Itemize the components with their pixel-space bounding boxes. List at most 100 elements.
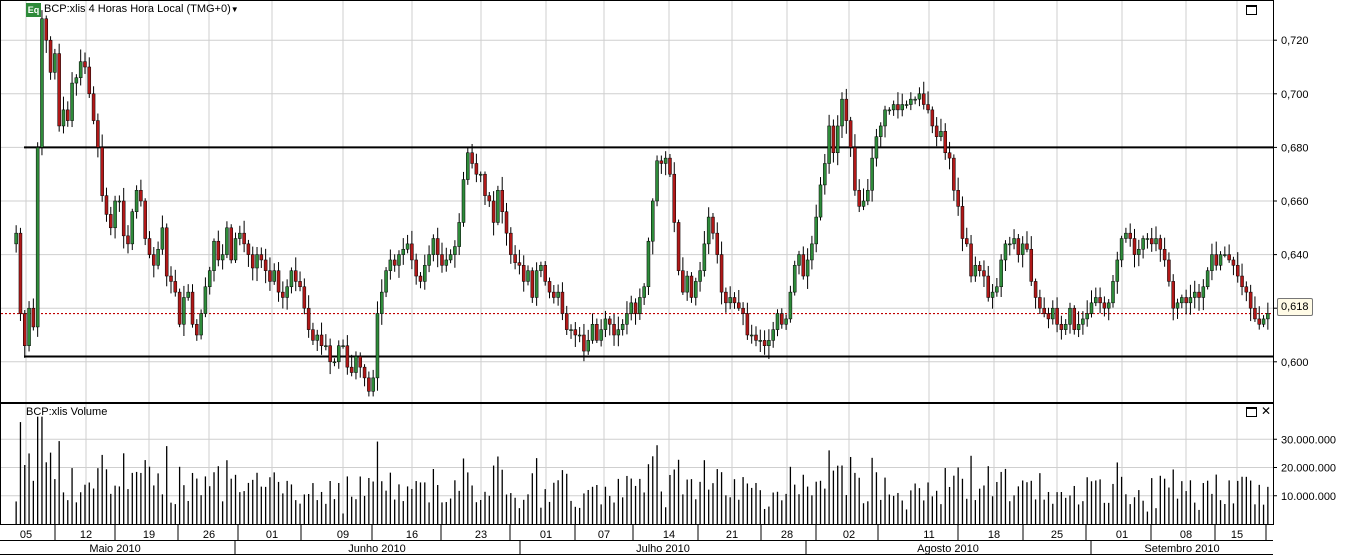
candle-body — [560, 291, 565, 314]
candle-body — [302, 286, 307, 309]
candle-body — [866, 190, 870, 202]
candle-body — [1171, 281, 1175, 309]
candle-body — [367, 377, 371, 392]
candle-body — [651, 200, 655, 242]
candle-body — [737, 302, 741, 309]
candle-body — [216, 240, 221, 261]
candle-body — [1210, 254, 1214, 271]
candle-body — [461, 179, 466, 223]
candle-body — [293, 270, 298, 282]
volume-panel-border — [0, 403, 1274, 525]
candle-body — [620, 324, 625, 330]
candle-body — [362, 366, 367, 379]
candle-body — [1266, 313, 1270, 320]
candle-body — [104, 195, 109, 215]
candle-body — [44, 18, 49, 41]
candle-body — [444, 259, 449, 266]
candle-body — [1098, 297, 1102, 304]
maximize-icon[interactable] — [1246, 5, 1257, 15]
candle-body — [823, 163, 827, 186]
candle-body — [590, 324, 595, 341]
candle-body — [612, 324, 616, 336]
candle-body — [1076, 324, 1081, 330]
candle-body — [423, 265, 427, 282]
candle-body — [268, 270, 272, 282]
candle-body — [1081, 318, 1085, 325]
candle-body — [539, 265, 543, 271]
candle-body — [14, 232, 18, 245]
candle-body — [848, 120, 853, 148]
candle-body — [96, 120, 100, 148]
price-ytick-label: 0,700 — [1281, 89, 1309, 101]
candle-body — [982, 270, 986, 277]
candle-body — [500, 190, 504, 212]
candle-body — [771, 329, 775, 341]
candle-body — [83, 61, 87, 68]
volume-title: BCP:xlis Volume — [26, 406, 108, 418]
equity-badge: Eq — [26, 3, 41, 17]
candle-body — [745, 313, 750, 336]
candle-body — [1124, 232, 1128, 239]
candle-body — [281, 291, 285, 298]
candle-body — [410, 243, 414, 261]
candle-body — [1180, 297, 1184, 304]
candle-body — [354, 356, 358, 373]
candle-body — [169, 275, 173, 282]
candle-body — [1214, 254, 1218, 266]
chart-title[interactable]: BCP:xlis 4 Horas Hora Local (TMG+0)▼ — [44, 3, 239, 15]
candle-body — [724, 291, 728, 304]
candle-body — [874, 136, 879, 159]
candle-body — [517, 262, 522, 266]
price-ytick-label: 0,600 — [1281, 357, 1309, 369]
candle-body — [1205, 270, 1210, 288]
candle-body — [917, 93, 922, 100]
candle-body — [1128, 232, 1132, 239]
candle-body — [1115, 259, 1120, 282]
candle-body — [1231, 259, 1236, 266]
volume-maximize-icon[interactable] — [1246, 407, 1257, 417]
candle-body — [57, 53, 61, 127]
candle-body — [1197, 291, 1201, 298]
candle-body — [388, 259, 393, 271]
candle-body — [289, 270, 294, 288]
candle-body — [921, 93, 926, 105]
candle-body — [1154, 238, 1158, 245]
candle-body — [552, 291, 556, 298]
close-icon[interactable]: ✕ — [1261, 404, 1272, 418]
candle-body — [1145, 238, 1150, 240]
candle-body — [1020, 243, 1025, 255]
candle-body — [668, 157, 672, 175]
candle-body — [337, 345, 341, 363]
candle-body — [1149, 238, 1154, 245]
candle-body — [969, 243, 973, 277]
candle-body — [1085, 313, 1089, 320]
candle-body — [1218, 254, 1223, 266]
candle-body — [1188, 297, 1193, 304]
candle-body — [1175, 302, 1180, 309]
candle-body — [586, 340, 590, 352]
last-price-badge: 0,618 — [1277, 298, 1313, 316]
candle-body — [255, 254, 259, 269]
caret-down-icon[interactable]: ▼ — [230, 5, 239, 14]
candle-body — [642, 286, 646, 298]
candle-body — [147, 238, 152, 255]
candle-body — [603, 318, 608, 330]
candle-body — [1094, 297, 1098, 304]
candle-body — [1158, 238, 1163, 250]
candle-body — [48, 39, 53, 73]
candle-body — [952, 157, 956, 191]
candle-body — [1253, 307, 1257, 320]
candle-body — [457, 222, 461, 247]
candle-body — [139, 190, 143, 202]
candle-body — [810, 243, 814, 261]
day-label: 16 — [406, 529, 418, 541]
candle-body — [607, 318, 612, 325]
candle-body — [659, 160, 664, 164]
candle-body — [827, 125, 831, 164]
candle-body — [61, 109, 66, 127]
candle-body — [23, 313, 27, 346]
candle-body — [298, 281, 302, 288]
candle-body — [509, 232, 513, 255]
candle-body — [177, 291, 182, 325]
candle-body — [775, 313, 780, 330]
